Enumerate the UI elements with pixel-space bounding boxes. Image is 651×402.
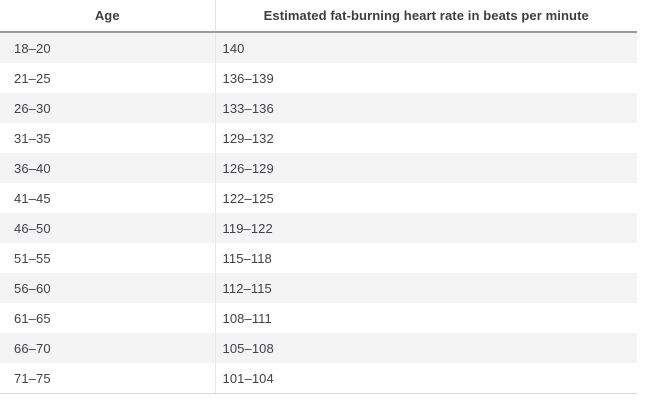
age-cell: 21–25 [0, 63, 215, 93]
table-header: Age Estimated fat-burning heart rate in … [0, 0, 637, 33]
table-row: 21–25 136–139 [0, 63, 637, 93]
heart-rate-cell: 108–111 [214, 303, 637, 333]
age-cell: 36–40 [0, 153, 215, 183]
table-row: 66–70 105–108 [0, 333, 637, 363]
table-row: 46–50 119–122 [0, 213, 637, 243]
table-row: 56–60 112–115 [0, 273, 637, 303]
heart-rate-cell: 101–104 [214, 363, 637, 394]
age-cell: 51–55 [0, 243, 215, 273]
age-cell: 18–20 [0, 32, 215, 63]
table-row: 18–20 140 [0, 32, 637, 63]
table-row: 71–75 101–104 [0, 363, 637, 394]
age-cell: 31–35 [0, 123, 215, 153]
table-row: 61–65 108–111 [0, 303, 637, 333]
table-row: 31–35 129–132 [0, 123, 637, 153]
heart-rate-cell: 126–129 [214, 153, 637, 183]
age-cell: 41–45 [0, 183, 215, 213]
age-cell: 56–60 [0, 273, 215, 303]
table-row: 51–55 115–118 [0, 243, 637, 273]
fat-burning-heart-rate-table: Age Estimated fat-burning heart rate in … [0, 0, 637, 394]
heart-rate-cell: 133–136 [214, 93, 637, 123]
age-cell: 71–75 [0, 363, 215, 394]
header-row: Age Estimated fat-burning heart rate in … [0, 0, 637, 33]
age-cell: 66–70 [0, 333, 215, 363]
heart-rate-cell: 115–118 [214, 243, 637, 273]
heart-rate-cell: 136–139 [214, 63, 637, 93]
heart-rate-cell: 112–115 [214, 273, 637, 303]
age-cell: 26–30 [0, 93, 215, 123]
table-body: 18–20 140 21–25 136–139 26–30 133–136 31… [0, 32, 637, 394]
age-cell: 61–65 [0, 303, 215, 333]
column-header-heart-rate: Estimated fat-burning heart rate in beat… [214, 0, 637, 33]
heart-rate-cell: 119–122 [214, 213, 637, 243]
heart-rate-cell: 140 [214, 32, 637, 63]
table-row: 26–30 133–136 [0, 93, 637, 123]
heart-rate-cell: 122–125 [214, 183, 637, 213]
table-row: 41–45 122–125 [0, 183, 637, 213]
table-row: 36–40 126–129 [0, 153, 637, 183]
column-header-age: Age [0, 0, 215, 33]
age-cell: 46–50 [0, 213, 215, 243]
heart-rate-cell: 129–132 [214, 123, 637, 153]
heart-rate-cell: 105–108 [214, 333, 637, 363]
